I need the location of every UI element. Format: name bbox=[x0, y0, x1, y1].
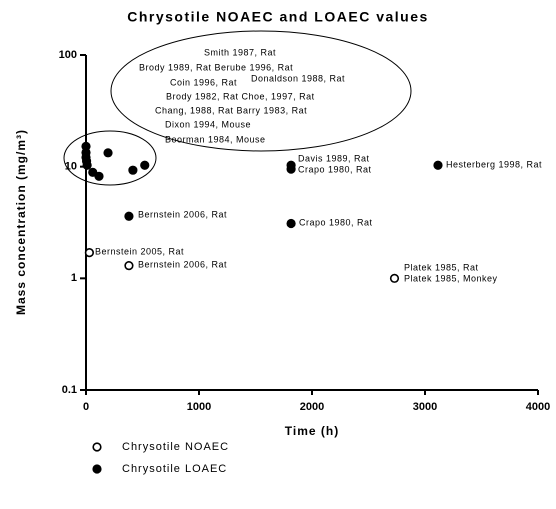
point bbox=[140, 160, 150, 170]
annotation: Brody 1982, Rat Choe, 1997, Rat bbox=[166, 91, 315, 101]
point bbox=[124, 261, 134, 271]
x-tick-label: 2000 bbox=[300, 401, 324, 413]
y-tick-label: 100 bbox=[59, 49, 77, 61]
annotation: Donaldson 1988, Rat bbox=[251, 73, 345, 83]
annotation: Bernstein 2006, Rat bbox=[138, 209, 227, 219]
x-tick-label: 3000 bbox=[413, 401, 437, 413]
point bbox=[128, 165, 138, 175]
annotation: Crapo 1980, Rat bbox=[298, 164, 372, 174]
point bbox=[124, 211, 134, 221]
legend-marker bbox=[92, 442, 102, 452]
y-tick-label: 1 bbox=[71, 272, 77, 284]
point bbox=[82, 160, 92, 170]
annotation: Bernstein 2005, Rat bbox=[95, 246, 184, 256]
point bbox=[94, 171, 104, 181]
annotation: Platek 1985, Rat bbox=[404, 262, 479, 272]
annotation: Dixon 1994, Mouse bbox=[165, 119, 251, 129]
annotation: Coin 1996, Rat bbox=[170, 77, 237, 87]
point bbox=[103, 148, 113, 158]
legend-label: Chrysotile LOAEC bbox=[122, 463, 227, 475]
annotation: Boorman 1984, Mouse bbox=[165, 134, 266, 144]
annotation: Davis 1989, Rat bbox=[298, 153, 370, 163]
point bbox=[286, 164, 296, 174]
point bbox=[286, 218, 296, 229]
y-axis-label: Mass concentration (mg/m³) bbox=[14, 129, 28, 315]
cluster-ellipse bbox=[63, 130, 157, 186]
x-tick-label: 4000 bbox=[526, 401, 550, 413]
x-tick-label: 0 bbox=[83, 401, 89, 413]
annotation: Bernstein 2006, Rat bbox=[138, 259, 227, 269]
point bbox=[389, 273, 400, 283]
point bbox=[433, 160, 443, 170]
point bbox=[88, 167, 98, 177]
point bbox=[84, 247, 94, 258]
annotation: Chang, 1988, Rat Barry 1983, Rat bbox=[155, 105, 307, 115]
legend-marker bbox=[92, 464, 102, 474]
y-tick-label: 0.1 bbox=[62, 384, 77, 396]
x-axis-label: Time (h) bbox=[285, 424, 339, 438]
annotation: Hesterberg 1998, Rat bbox=[446, 159, 542, 169]
annotation: Crapo 1980, Rat bbox=[299, 217, 373, 227]
chart-title: Chrysotile NOAEC and LOAEC values bbox=[127, 9, 429, 25]
y-tick-label: 10 bbox=[65, 161, 77, 173]
annotation: Smith 1987, Rat bbox=[204, 47, 276, 57]
annotation: Platek 1985, Monkey bbox=[404, 273, 498, 283]
annotation: Brody 1989, Rat Berube 1996, Rat bbox=[139, 62, 293, 72]
x-tick-label: 1000 bbox=[187, 401, 211, 413]
legend-label: Chrysotile NOAEC bbox=[122, 441, 229, 453]
cluster-ellipse bbox=[110, 30, 412, 152]
